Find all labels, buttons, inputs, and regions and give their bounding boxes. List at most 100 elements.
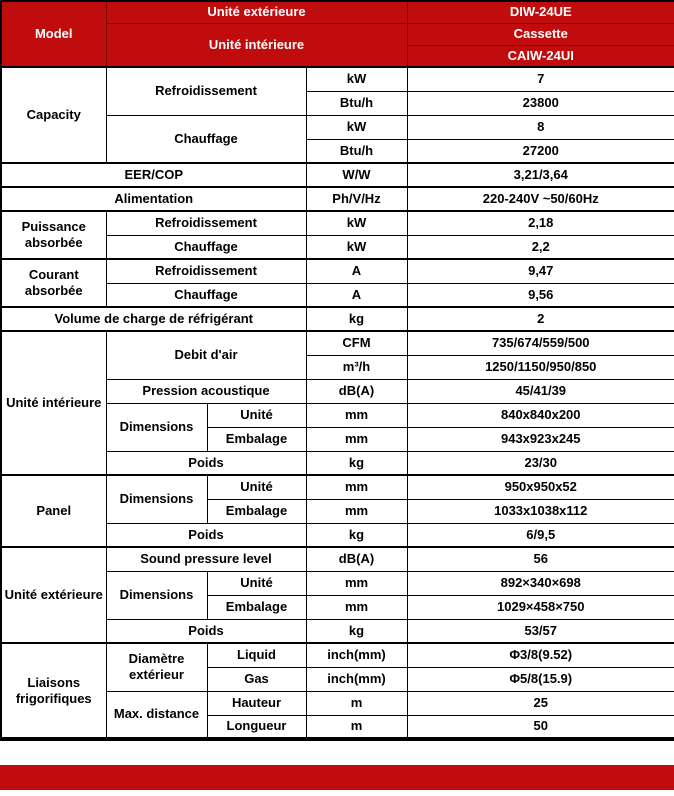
indoor-airflow-cfm-value: 735/674/559/500 — [406, 330, 674, 356]
unit-inchmm: inch(mm) — [305, 666, 408, 692]
unit-cfm: CFM — [305, 330, 408, 356]
table-body: Capacity Refroidissement kW 7 Btu/h 2380… — [0, 66, 674, 740]
panel-packing-row-label: Embalage — [206, 498, 307, 524]
panel-weight-value: 6/9,5 — [406, 522, 674, 548]
panel-unit-dimensions-value: 950x950x52 — [406, 474, 674, 500]
current-heating-label: Chauffage — [105, 282, 307, 308]
unit-mm: mm — [305, 570, 408, 596]
indoor-weight-label: Poids — [105, 450, 307, 476]
piping-distance-label: Max. distance — [105, 690, 208, 740]
current-section-label: Courant absorbée — [0, 258, 107, 308]
unit-mm: mm — [305, 426, 408, 452]
table-row: Longueur m 50 — [1, 714, 674, 740]
unit-kw: kW — [305, 234, 408, 260]
power-supply-value: 220-240V ~50/60Hz — [406, 186, 674, 212]
indoor-dimensions-label: Dimensions — [105, 402, 208, 452]
table-row: EER/COP W/W 3,21/3,64 — [0, 162, 674, 188]
outdoor-packing-row-label: Embalage — [206, 594, 307, 620]
piping-liquid-value: Φ3/8(9.52) — [406, 642, 674, 668]
header-model-cell: Model — [0, 0, 107, 68]
power-input-section-label: Puissance absorbée — [0, 210, 107, 260]
unit-phvhz: Ph/V/Hz — [305, 186, 408, 212]
unit-kw: kW — [305, 114, 408, 140]
unit-kw: kW — [305, 210, 408, 236]
indoor-packing-dimensions-value: 943x923x245 — [406, 426, 674, 452]
refrigerant-label: Volume de charge de réfrigérant — [0, 306, 307, 332]
outdoor-unit-dimensions-value: 892×340×698 — [406, 570, 674, 596]
unit-kw: kW — [305, 66, 408, 92]
power-supply-label: Alimentation — [0, 186, 307, 212]
outdoor-sound-label: Sound pressure level — [105, 546, 307, 572]
piping-liquid-label: Liquid — [206, 642, 307, 668]
unit-mm: mm — [305, 402, 408, 428]
outdoor-packing-dimensions-value: 1029×458×750 — [406, 594, 674, 620]
unit-kg: kg — [305, 306, 408, 332]
indoor-airflow-m3h-value: 1250/1150/950/850 — [406, 354, 674, 380]
unit-ww: W/W — [305, 162, 408, 188]
outdoor-sound-value: 56 — [406, 546, 674, 572]
table-row: Panel Dimensions Unité mm 950x950x52 — [0, 474, 674, 548]
table-row: Embalage mm 1033x1038x112 — [1, 498, 674, 524]
table-header: Model Unité extérieure DIW-24UE Unité in… — [0, 0, 674, 68]
capacity-section-label: Capacity — [0, 66, 107, 164]
piping-gas-value: Φ5/8(15.9) — [406, 666, 674, 692]
indoor-packing-row-label: Embalage — [206, 426, 307, 452]
table-row: Alimentation Ph/V/Hz 220-240V ~50/60Hz — [0, 186, 674, 212]
unit-mm: mm — [305, 594, 408, 620]
current-heating-value: 9,56 — [406, 282, 674, 308]
table-row: Chauffage kW 2,2 — [1, 234, 674, 260]
unit-dba: dB(A) — [305, 378, 408, 404]
panel-packing-dimensions-value: 1033x1038x112 — [406, 498, 674, 524]
table-row: Dimensions Unité mm 892×340×698 — [1, 570, 674, 620]
panel-unit-row-label: Unité — [206, 474, 307, 500]
indoor-airflow-label: Debit d'air — [105, 330, 307, 380]
header-indoor-type-cell: Cassette — [406, 22, 674, 46]
indoor-section-label: Unité intérieure — [0, 330, 107, 476]
capacity-heating-btuh-value: 27200 — [406, 138, 674, 164]
unit-m: m — [305, 714, 408, 740]
unit-inchmm: inch(mm) — [305, 642, 408, 668]
unit-btuh: Btu/h — [305, 138, 408, 164]
piping-diameter-label: Diamètre extérieur — [105, 642, 208, 692]
table-row: Btu/h 23800 — [1, 90, 674, 116]
power-input-heating-value: 2,2 — [406, 234, 674, 260]
indoor-unit-row-label: Unité — [206, 402, 307, 428]
capacity-cooling-btuh-value: 23800 — [406, 90, 674, 116]
power-input-heating-label: Chauffage — [105, 234, 307, 260]
unit-ampere: A — [305, 282, 408, 308]
footer-red-bar — [0, 765, 674, 790]
unit-kg: kg — [305, 450, 408, 476]
eer-cop-value: 3,21/3,64 — [406, 162, 674, 188]
capacity-cooling-label: Refroidissement — [105, 66, 307, 116]
table-row: Unité intérieure Debit d'air CFM 735/674… — [0, 330, 674, 476]
piping-height-value: 25 — [406, 690, 674, 716]
capacity-heating-label: Chauffage — [105, 114, 307, 164]
table-row: Dimensions Unité mm 840x840x200 — [1, 402, 674, 452]
indoor-unit-dimensions-value: 840x840x200 — [406, 402, 674, 428]
table-row: Embalage mm 1029×458×750 — [1, 594, 674, 620]
panel-section-label: Panel — [0, 474, 107, 548]
unit-m: m — [305, 690, 408, 716]
header-outdoor-model-cell: DIW-24UE — [406, 0, 674, 24]
outdoor-weight-value: 53/57 — [406, 618, 674, 644]
table-row: Puissance absorbée Refroidissement kW 2,… — [0, 210, 674, 260]
piping-length-value: 50 — [406, 714, 674, 740]
panel-dimensions-label: Dimensions — [105, 474, 208, 524]
piping-section-label: Liaisons frigorifiques — [0, 642, 107, 740]
outdoor-dimensions-label: Dimensions — [105, 570, 208, 620]
spec-table: Model Unité extérieure DIW-24UE Unité in… — [0, 0, 674, 741]
header-indoor-unit-cell: Unité intérieure — [105, 22, 408, 68]
header-outdoor-unit-cell: Unité extérieure — [105, 0, 408, 24]
table-row: Chauffage A 9,56 — [1, 282, 674, 308]
table-row: Pression acoustique dB(A) 45/41/39 — [1, 378, 674, 404]
indoor-sound-label: Pression acoustique — [105, 378, 307, 404]
table-row: Capacity Refroidissement kW 7 — [0, 66, 674, 164]
unit-ampere: A — [305, 258, 408, 284]
unit-kg: kg — [305, 618, 408, 644]
eer-cop-label: EER/COP — [0, 162, 307, 188]
piping-length-label: Longueur — [206, 714, 307, 740]
refrigerant-value: 2 — [406, 306, 674, 332]
current-cooling-label: Refroidissement — [105, 258, 307, 284]
piping-gas-label: Gas — [206, 666, 307, 692]
